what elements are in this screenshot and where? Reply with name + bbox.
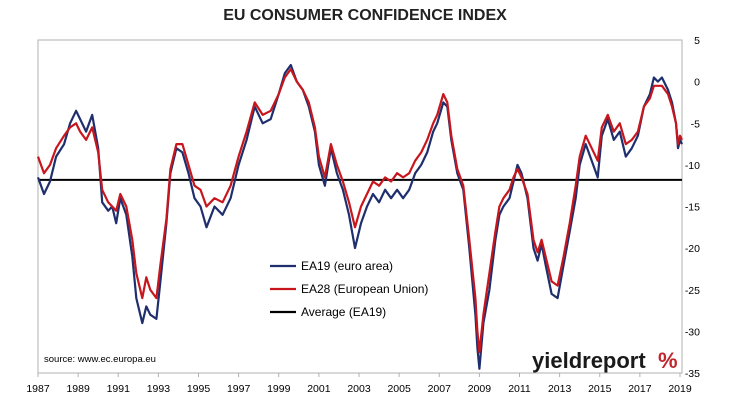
x-tick-label: 2013 [548, 383, 572, 395]
x-tick-label: 1993 [147, 383, 171, 395]
x-tick-label: 2007 [428, 383, 452, 395]
x-tick-label: 2001 [307, 383, 331, 395]
y-tick-label: -30 [685, 326, 700, 338]
legend-label: EA19 (euro area) [301, 259, 393, 273]
x-tick-label: 1987 [26, 383, 50, 395]
x-tick-label: 2005 [387, 383, 411, 395]
x-tick-label: 2009 [468, 383, 492, 395]
y-tick-label: -25 [685, 285, 700, 297]
x-tick-label: 1991 [107, 383, 131, 395]
x-tick-label: 1999 [267, 383, 291, 395]
y-tick-label: -5 [691, 118, 700, 130]
series-ea28-line [36, 68, 683, 354]
y-tick-label: 5 [694, 35, 700, 47]
y-tick-label: -20 [685, 243, 700, 255]
y-tick-label: -10 [685, 160, 700, 172]
legend-label: EA28 (European Union) [301, 282, 428, 296]
brand-percent-mark: % [658, 348, 678, 373]
brand-wordmark: yieldreport [532, 348, 646, 373]
legend-label: Average (EA19) [301, 305, 386, 319]
x-tick-label: 2003 [347, 383, 371, 395]
legend: EA19 (euro area) EA28 (European Union) Ave… [270, 259, 428, 319]
x-axis-ticks: 1987 1989 1991 1993 1995 1997 1999 2001 2003 2005… [26, 373, 692, 395]
x-tick-label: 2015 [588, 383, 612, 395]
y-axis-ticks: 5 0 -5 -10 -15 -20 -25 -30 -35 [685, 35, 700, 380]
y-tick-label: -15 [685, 202, 700, 214]
x-tick-label: 1989 [66, 383, 90, 395]
y-tick-label: 0 [694, 77, 700, 89]
x-tick-label: 2011 [508, 383, 531, 395]
y-tick-label: -35 [685, 368, 700, 380]
chart-title: EU CONSUMER CONFIDENCE INDEX [223, 7, 507, 24]
x-tick-label: 1997 [227, 383, 251, 395]
series-ea19-line [36, 63, 683, 370]
x-tick-label: 2017 [628, 383, 652, 395]
x-tick-label: 1995 [187, 383, 211, 395]
x-tick-label: 2019 [668, 383, 692, 395]
source-note: source: www.ec.europa.eu [44, 354, 156, 365]
brand-logo: yieldreport % [532, 348, 678, 373]
series-layer [36, 63, 683, 370]
